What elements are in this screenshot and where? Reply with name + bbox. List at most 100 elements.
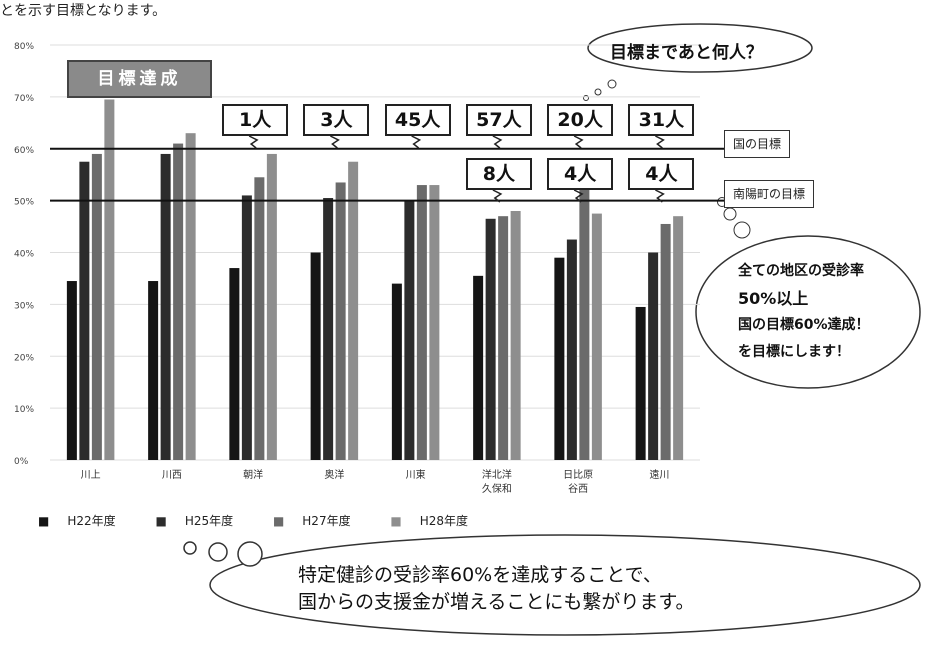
thought-dot xyxy=(208,542,228,562)
shortfall-callout: 20人 xyxy=(547,104,614,136)
legend-item: ■ H22年度 xyxy=(38,514,116,528)
x-category-label: 川西 xyxy=(162,470,182,481)
y-tick-label: 40% xyxy=(14,250,34,260)
thought-dot xyxy=(733,221,751,239)
bar xyxy=(310,252,321,460)
cloud-bottom-text: 特定健診の受診率60%を達成することで、 国からの支援金が増えることにも繋がりま… xyxy=(298,562,695,616)
y-tick-label: 80% xyxy=(14,42,34,52)
bar xyxy=(660,223,671,460)
cloud-right-line: を目標にします！ xyxy=(738,344,850,360)
legend-swatch: ■ xyxy=(38,514,50,528)
bar xyxy=(485,218,496,460)
x-category-label: 谷西 xyxy=(568,483,588,495)
y-tick-label: 10% xyxy=(14,405,34,415)
x-category-label: 遠川 xyxy=(649,468,669,481)
shortfall-callout: 45人 xyxy=(384,104,451,136)
thought-dot xyxy=(183,541,197,555)
cloud-right-line: 全ての地区の受診率 xyxy=(738,263,864,279)
bar xyxy=(566,239,577,460)
legend-swatch: ■ xyxy=(272,514,285,528)
x-category-label: 川東 xyxy=(406,468,426,481)
chart-legend: ■ H22年度 ■ H25年度 ■ H27年度 ■ H28年度 xyxy=(38,512,504,529)
bar xyxy=(185,133,196,460)
cloud-right-line: 国の目標60%達成！ xyxy=(738,317,870,333)
cloud-right-text: 全ての地区の受診率 50%以上 国の目標60%達成！ を目標にします！ xyxy=(738,258,870,366)
legend-item: ■ H28年度 xyxy=(390,514,469,528)
bar xyxy=(498,216,509,460)
callout-pointer xyxy=(655,135,665,149)
cloud-bottom-line: 特定健診の受診率60%を達成することで、 xyxy=(298,564,662,586)
cloud-bottom-line: 国からの支援金が増えることにも繋がります。 xyxy=(298,591,695,613)
bar xyxy=(266,153,277,460)
shortfall-callout: 31人 xyxy=(628,104,695,136)
y-tick-label: 30% xyxy=(14,301,34,311)
bar xyxy=(579,185,590,460)
bar xyxy=(229,268,240,460)
bar xyxy=(591,213,602,460)
callout-pointer xyxy=(573,135,584,149)
bar xyxy=(241,195,252,460)
bar xyxy=(104,99,115,460)
bar xyxy=(323,198,334,460)
bar xyxy=(673,216,684,460)
y-tick-label: 60% xyxy=(14,146,34,156)
shortfall-callout: 1人 xyxy=(222,104,289,136)
callout-pointer xyxy=(655,189,665,203)
callout-pointer xyxy=(248,135,259,149)
y-tick-label: 0% xyxy=(14,457,29,467)
bar xyxy=(148,281,159,460)
bar xyxy=(160,153,171,460)
thought-dot xyxy=(237,541,263,567)
shortfall-callout: 4人 xyxy=(628,158,695,190)
shortfall-callout: 57人 xyxy=(465,104,532,136)
legend-swatch: ■ xyxy=(390,514,402,528)
bar xyxy=(348,161,359,460)
legend-swatch: ■ xyxy=(155,514,167,528)
x-category-label: 奥洋 xyxy=(324,468,344,481)
cloud-bottom-shape xyxy=(209,534,921,636)
thought-dot xyxy=(723,207,737,221)
bar xyxy=(79,161,90,460)
legend-item: ■ H27年度 xyxy=(272,514,351,528)
x-category-label: 久保和 xyxy=(482,482,512,495)
bar xyxy=(404,200,415,460)
y-tick-label: 20% xyxy=(14,353,34,363)
shortfall-callout: 3人 xyxy=(303,104,370,136)
cloud-right-line: 50%以上 xyxy=(738,289,809,308)
bar xyxy=(91,153,102,460)
y-tick-label: 50% xyxy=(14,198,34,208)
bar xyxy=(635,306,646,460)
x-category-label: 日比原 xyxy=(563,469,593,481)
page-text: とを示す目標となります。 xyxy=(0,3,167,19)
x-category-label: 朝洋 xyxy=(243,468,263,481)
x-category-label: 川上 xyxy=(81,469,101,481)
shortfall-callout: 4人 xyxy=(547,158,614,190)
callout-pointer xyxy=(330,135,340,149)
callout-pointer xyxy=(411,135,422,149)
goal-achieved-badge: 目標達成 xyxy=(67,60,212,98)
cloud-right-shape xyxy=(695,235,921,389)
x-category-label: 洋北洋 xyxy=(482,468,512,481)
bar xyxy=(429,185,440,460)
y-tick-label: 70% xyxy=(14,94,34,104)
shortfall-callout: 8人 xyxy=(465,158,532,190)
town-target-label: 南陽町の目標 xyxy=(724,180,815,208)
callout-pointer xyxy=(492,189,503,203)
thought-dot xyxy=(583,95,589,101)
bar xyxy=(335,182,346,460)
bar xyxy=(554,257,565,460)
bar xyxy=(648,252,659,460)
legend-item: ■ H25年度 xyxy=(155,514,234,528)
callout-pointer xyxy=(492,135,503,149)
cloud-top-text: 目標まであと何人？ xyxy=(610,43,763,63)
cloud-top-shape xyxy=(587,23,813,73)
bar xyxy=(254,177,265,460)
thought-dot xyxy=(594,88,602,96)
bar xyxy=(510,211,521,460)
bar xyxy=(473,275,484,460)
bar xyxy=(66,281,77,460)
bar xyxy=(416,185,427,460)
bar xyxy=(391,283,402,460)
